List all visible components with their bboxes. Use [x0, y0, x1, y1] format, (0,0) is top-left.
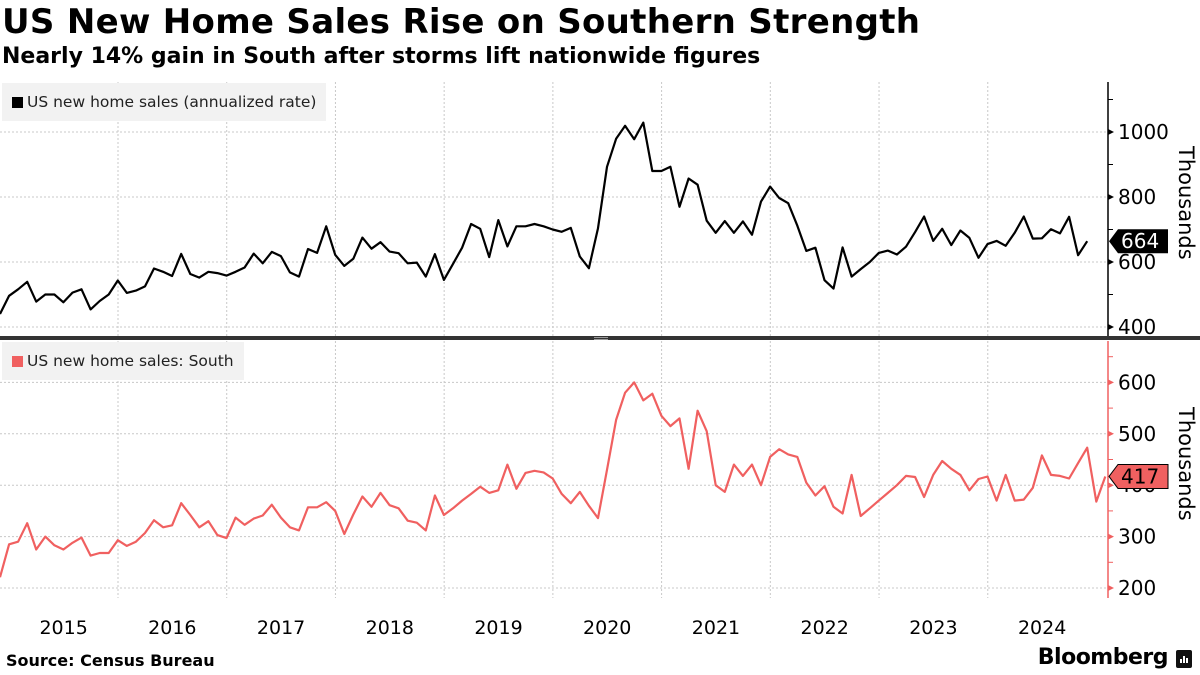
- legend-label-south: US new home sales: South: [27, 352, 234, 370]
- chart-subtitle: Nearly 14% gain in South after storms li…: [2, 44, 761, 69]
- bloomberg-chart-icon: [1176, 650, 1192, 668]
- y-tick-marker: [1108, 379, 1114, 386]
- y-tick-marker: [1108, 585, 1114, 591]
- bloomberg-logo: Bloomberg: [1037, 645, 1169, 670]
- last-value-badge: [1109, 229, 1168, 254]
- x-tick-label: 2016: [148, 617, 196, 639]
- y-tick-label: 600: [1118, 250, 1156, 274]
- x-axis: 2015 2016 2017 2018 2019 2020 2021 2022 2023 2024: [0, 336, 1200, 639]
- bottom-panel: 200300400500600417: [0, 341, 1169, 600]
- x-tick-label: 2022: [801, 617, 849, 639]
- y-tick-marker: [1108, 129, 1114, 135]
- legend-swatch-national: [12, 96, 23, 108]
- chart-title: US New Home Sales Rise on Southern Stren…: [2, 2, 921, 42]
- y-tick-label: 1000: [1118, 120, 1169, 144]
- legend-swatch-south: [12, 355, 23, 367]
- y-tick-label: 400: [1118, 315, 1156, 339]
- divider-handle: [594, 337, 608, 338]
- divider-handle: [594, 339, 608, 340]
- x-tick-label: 2023: [909, 617, 957, 639]
- last-value-label: 664: [1121, 229, 1159, 253]
- y-axis-title-top: Thousands: [1174, 146, 1198, 260]
- series-line-national: [0, 121, 1089, 315]
- legend-national: US new home sales (annualized rate): [2, 83, 327, 121]
- x-tick-label: 2018: [366, 617, 414, 639]
- x-tick-label: 2019: [474, 617, 522, 639]
- x-tick-label: 2021: [692, 617, 740, 639]
- x-tick-label: 2020: [583, 617, 631, 639]
- source-note: Source: Census Bureau: [6, 651, 215, 670]
- y-tick-marker: [1108, 194, 1114, 200]
- y-tick-label: 300: [1118, 525, 1156, 549]
- x-tick-label: 2017: [257, 617, 305, 639]
- y-tick-marker: [1108, 324, 1114, 330]
- top-panel: 400 600 800 1000 664: [0, 82, 1169, 339]
- x-tick-label: 2015: [39, 617, 87, 639]
- y-tick-label: 200: [1118, 576, 1156, 600]
- y-tick-label: 600: [1118, 370, 1156, 394]
- legend-label-national: US new home sales (annualized rate): [27, 93, 317, 111]
- y-tick-label: 500: [1118, 422, 1156, 446]
- y-tick-label: 800: [1118, 185, 1156, 209]
- last-value-badge: [1108, 463, 1169, 489]
- legend-south: US new home sales: South: [2, 342, 244, 380]
- series-line-south: [0, 381, 1107, 578]
- y-tick-marker: [1108, 430, 1114, 437]
- y-tick-marker: [1108, 259, 1114, 265]
- y-tick-marker: [1108, 533, 1114, 540]
- last-value-label: 417: [1121, 464, 1159, 488]
- y-tick-marker: [1108, 482, 1114, 489]
- y-axis-title-bottom: Thousands: [1174, 407, 1198, 521]
- x-tick-label: 2024: [1018, 617, 1066, 639]
